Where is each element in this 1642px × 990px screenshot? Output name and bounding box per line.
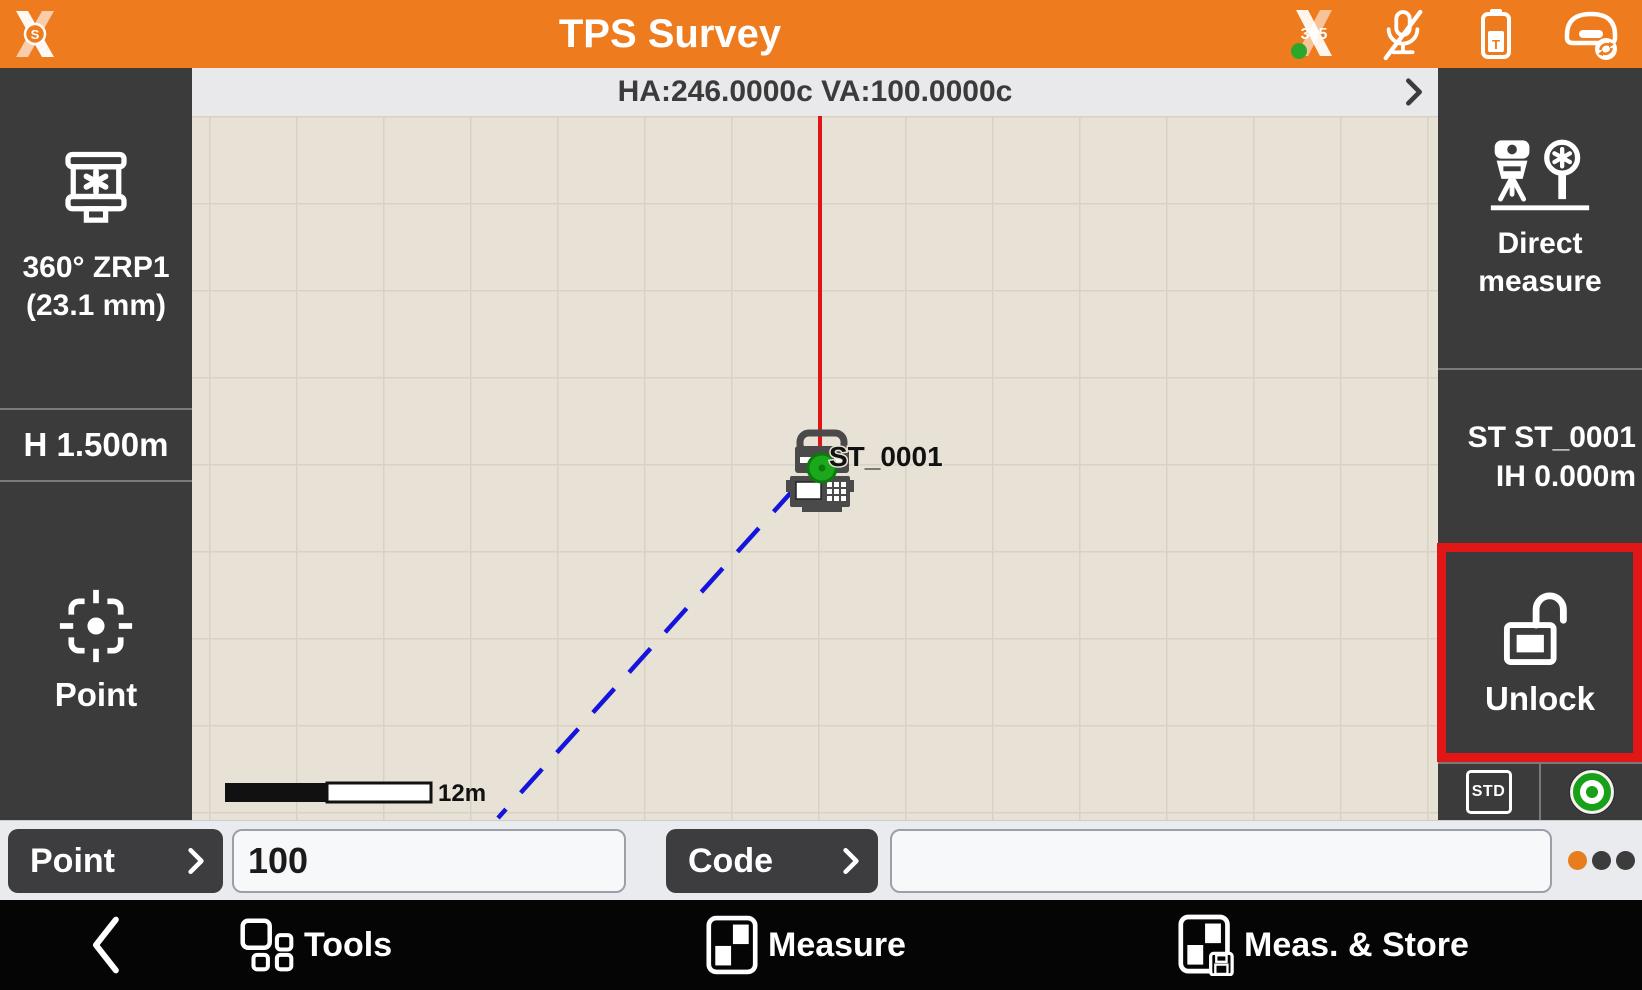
page-dot[interactable] [1616,851,1635,870]
station-name-label: ST ST_0001 [1467,420,1636,454]
svg-text:365: 365 [1301,26,1328,43]
target-height-label: H 1.500m [23,426,169,463]
crosshair-point-icon [59,589,133,663]
chevron-right-icon[interactable] [1404,77,1424,107]
angle-readout-text: HA:246.0000c VA:100.0000c [617,75,1013,108]
direct-measure-button[interactable]: Direct measure [1438,68,1642,368]
orientation-line-blue [496,486,797,820]
target-aim-button[interactable] [1541,764,1642,820]
prism-settings-button[interactable]: 360° ZRP1 (23.1 mm) [0,68,192,408]
measure-store-icon [1178,914,1234,976]
bottom-nav-bar: Tools Measure Meas. & Store [0,900,1642,990]
measure-button[interactable]: Measure [706,900,906,990]
target-height-button[interactable]: H 1.500m [0,410,192,480]
direct-measure-label-1: Direct [1497,227,1583,260]
xpad365-status-icon[interactable]: 365 [1288,8,1336,60]
prism-360-icon [65,151,127,223]
target-bullseye-icon [1569,770,1614,814]
back-button[interactable] [88,900,122,990]
code-field-selector-button[interactable]: Code [666,829,878,893]
unlock-button[interactable]: Unlock [1438,543,1642,762]
sidebar-divider [0,480,192,482]
point-mode-label: Point [54,676,138,713]
measure-icon [706,915,758,975]
edm-std-badge: STD [1465,770,1512,814]
left-sidebar: 360° ZRP1 (23.1 mm) H 1.500m Point [0,68,192,820]
point-field-selector-button[interactable]: Point [8,829,223,893]
edm-mode-button[interactable]: STD [1438,764,1539,820]
instrument-height-label: IH 0.000m [1495,459,1636,493]
tools-apps-icon [240,918,294,972]
svg-text:S: S [31,27,40,42]
code-input[interactable] [890,829,1552,893]
chevron-right-icon [188,847,204,875]
tools-label: Tools [304,925,393,964]
point-mode-button[interactable]: Point [0,482,192,820]
unlock-label: Unlock [1484,679,1596,717]
microphone-muted-icon[interactable] [1380,8,1426,62]
right-sidebar: Direct measure ST ST_0001 IH 0.000m Unlo… [1438,68,1642,820]
map-scale-bar: 12m [225,780,486,807]
page-dot[interactable] [1592,851,1611,870]
tools-button[interactable]: Tools [240,900,392,990]
station-label: ST_0001 [829,441,943,472]
sidebar-divider-vertical [1539,764,1541,820]
station-symbol[interactable] [786,429,854,512]
back-chevron-icon [92,916,119,974]
instrument-battery-icon[interactable]: T [1480,8,1512,60]
map-canvas[interactable]: ST_0001 12m [192,116,1438,820]
direct-measure-label-2: measure [1478,265,1602,298]
angle-readout-bar[interactable]: HA:246.0000c VA:100.0000c [192,68,1438,116]
page-dot-active[interactable] [1568,851,1587,870]
point-button-label: Point [30,841,115,880]
chevron-right-icon [843,847,859,875]
instrument-sync-icon[interactable] [1562,9,1620,61]
page-title: TPS Survey [558,12,782,56]
sidebar-divider [1438,368,1642,370]
station-setup-button[interactable]: ST ST_0001 IH 0.000m [1438,370,1642,543]
point-code-input-bar: Point Code [0,820,1642,900]
prism-type-label: 360° ZRP1 [22,251,170,284]
page-indicator-dots[interactable] [1568,851,1635,870]
code-button-label: Code [688,841,773,880]
measure-store-label: Meas. & Store [1244,925,1469,964]
point-id-input[interactable] [232,829,626,893]
unlock-padlock-icon [1503,592,1567,665]
sidebar-divider [0,408,192,410]
direct-measure-icon [1490,139,1590,211]
sidebar-divider [1438,762,1642,764]
app-header: S TPS Survey 365 T [0,0,1642,68]
svg-text:T: T [1492,37,1500,52]
prism-constant-label: (23.1 mm) [25,289,167,322]
xpad-logo-icon: S [16,11,54,57]
map-scale-label: 12m [438,780,486,807]
measure-store-button[interactable]: Meas. & Store [1178,900,1469,990]
measure-label: Measure [768,925,906,964]
